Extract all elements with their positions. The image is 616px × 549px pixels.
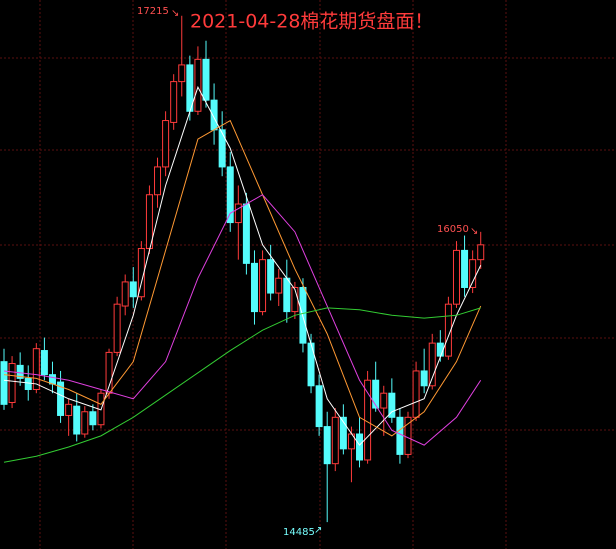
candle-body xyxy=(452,249,460,305)
candle-body xyxy=(477,244,485,261)
candle-body xyxy=(0,361,8,405)
candle-body xyxy=(380,392,388,409)
candle-body xyxy=(32,348,40,390)
candle-body xyxy=(267,259,275,294)
candle-body xyxy=(444,303,452,357)
candle-body xyxy=(65,403,73,416)
candle-body xyxy=(226,166,234,224)
candle-body xyxy=(73,405,81,435)
moving-average-line xyxy=(3,307,481,463)
candle-body xyxy=(250,262,258,313)
candle-body xyxy=(8,363,16,403)
candle-body xyxy=(162,120,170,168)
candle-body xyxy=(202,58,210,101)
candle-body xyxy=(461,249,469,288)
candle-body xyxy=(404,416,412,455)
candle-body xyxy=(210,99,218,131)
candle-body xyxy=(323,426,331,465)
annotation-arrow: ↘ xyxy=(171,8,179,19)
candle-body xyxy=(275,277,283,294)
moving-average-line xyxy=(3,119,482,437)
moving-average-line xyxy=(3,85,482,446)
annotation: 14485 xyxy=(283,527,315,538)
candle-body xyxy=(89,411,97,426)
candle-body xyxy=(412,370,420,418)
annotation-arrow: ↘ xyxy=(470,226,478,237)
candle-body xyxy=(57,381,65,416)
candle-body xyxy=(356,433,364,461)
candle-body xyxy=(388,392,396,418)
candle-body xyxy=(16,364,24,379)
candle-body xyxy=(259,259,267,313)
candle-body xyxy=(283,277,291,313)
annotation: 16050 xyxy=(437,224,469,235)
candle-body xyxy=(469,259,477,288)
candle-body xyxy=(154,166,162,196)
candle-body xyxy=(194,58,202,112)
candle-body xyxy=(420,370,428,387)
candle-body xyxy=(242,203,250,264)
candle-body xyxy=(396,416,404,455)
chart-title: 2021-04-28棉花期货盘面！ xyxy=(190,11,433,33)
candle-body xyxy=(48,374,56,385)
candle-body xyxy=(129,281,137,298)
candle-body xyxy=(234,203,242,224)
candle-body xyxy=(121,281,129,307)
candle-body xyxy=(170,81,178,123)
annotation-arrow: ↗ xyxy=(314,525,322,536)
candle-body xyxy=(372,379,380,409)
candle-body xyxy=(218,129,226,168)
candle-body xyxy=(428,342,436,387)
moving-average-line xyxy=(3,194,482,446)
candle-body xyxy=(339,416,347,450)
candle-body xyxy=(40,350,48,376)
candle-body xyxy=(81,411,89,435)
candle-body xyxy=(436,342,444,357)
candle-body xyxy=(315,385,323,428)
candle-body xyxy=(178,64,186,83)
candle-body xyxy=(113,303,121,353)
candle-body xyxy=(24,377,32,390)
candle-body xyxy=(331,416,339,465)
annotation: 17215 xyxy=(137,6,169,17)
